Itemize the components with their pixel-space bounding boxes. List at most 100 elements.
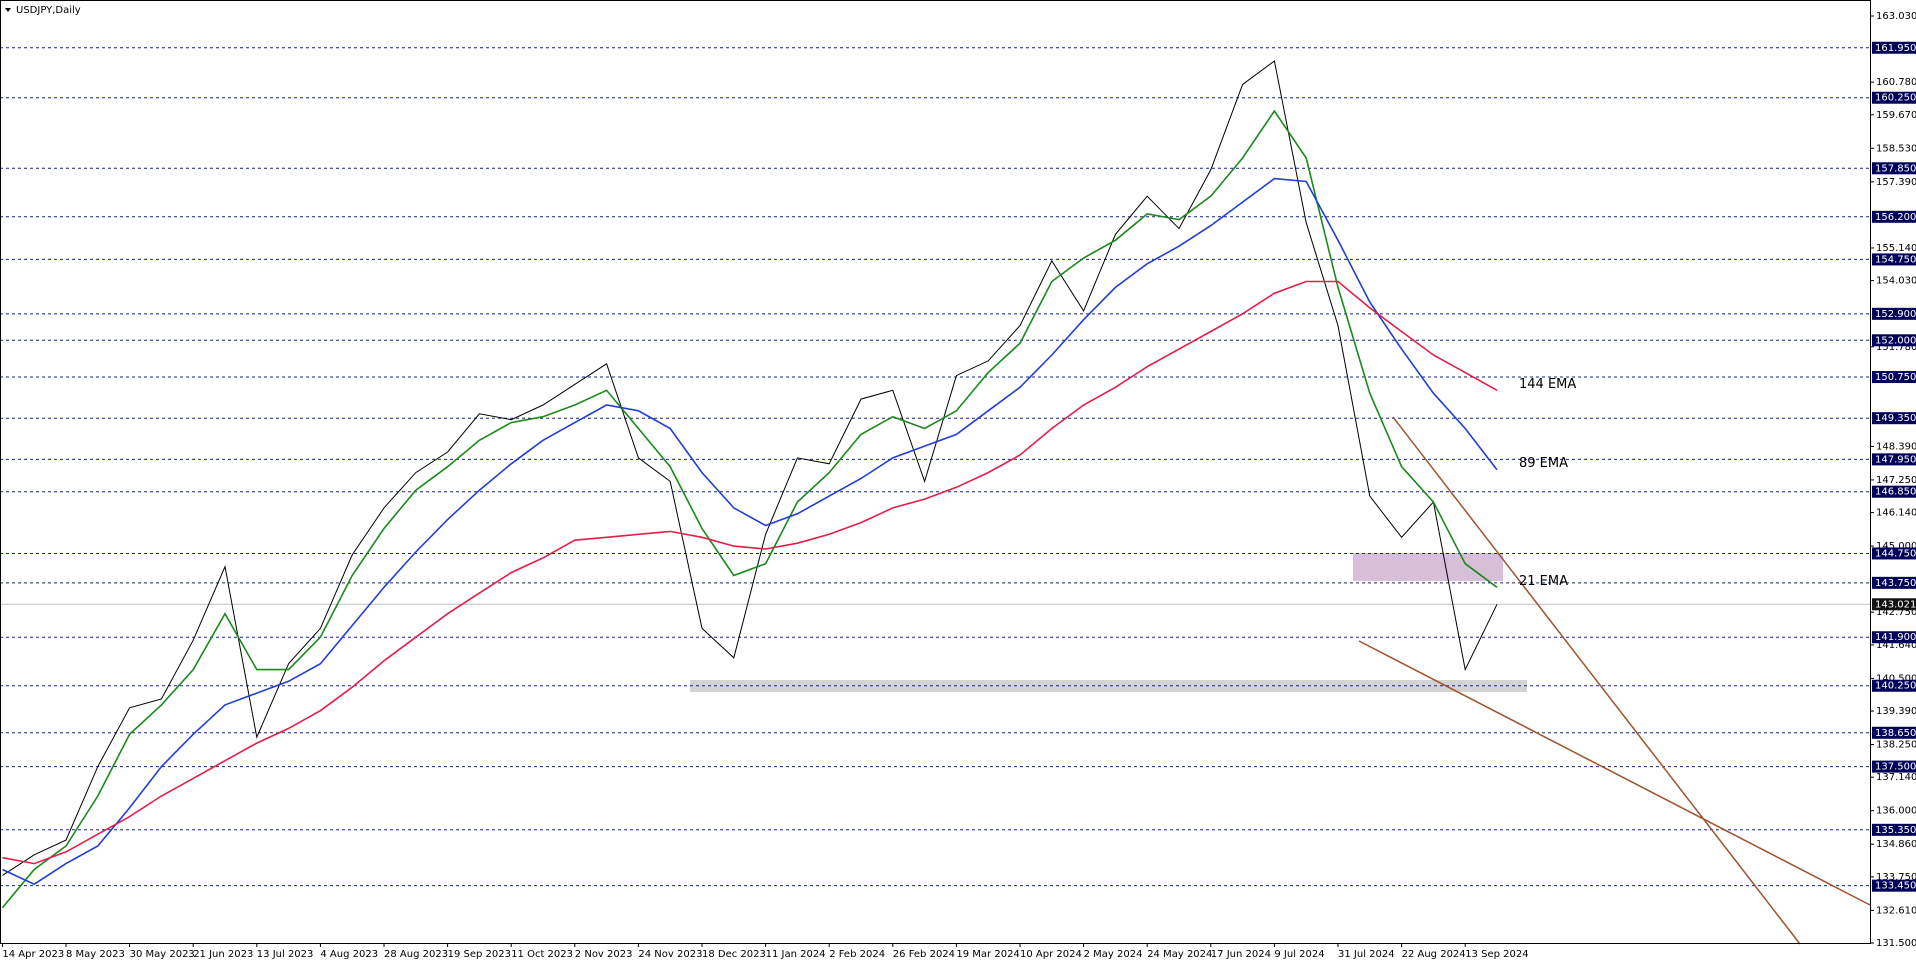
x-tick-label: 9 Jul 2024 bbox=[1274, 949, 1324, 960]
y-tick-label: 131.500 bbox=[1876, 938, 1916, 949]
y-tick-label: 142.750 bbox=[1876, 607, 1916, 618]
level-label-box bbox=[1872, 412, 1916, 425]
level-label: 154.750 bbox=[1875, 254, 1916, 265]
y-tick-label: 154.030 bbox=[1876, 276, 1916, 287]
y-tick-label: 134.860 bbox=[1876, 839, 1916, 850]
trendline-lower bbox=[1358, 640, 1871, 906]
level-label: 133.450 bbox=[1875, 881, 1916, 892]
level-label-box bbox=[1872, 162, 1916, 175]
y-tick-label: 163.030 bbox=[1876, 11, 1916, 22]
last-price-label: 143.021 bbox=[1875, 599, 1916, 610]
y-tick-label: 157.390 bbox=[1876, 177, 1916, 188]
level-label: 146.850 bbox=[1875, 487, 1916, 498]
y-tick-label: 151.780 bbox=[1876, 342, 1916, 353]
y-tick-label: 137.140 bbox=[1876, 772, 1916, 783]
level-label: 147.950 bbox=[1875, 454, 1916, 465]
level-label: 141.900 bbox=[1875, 632, 1916, 643]
x-tick-label: 28 Aug 2023 bbox=[384, 949, 448, 960]
level-label-box bbox=[1872, 485, 1916, 498]
x-tick-label: 24 May 2024 bbox=[1147, 949, 1212, 960]
y-tick-label: 147.250 bbox=[1876, 475, 1916, 486]
ema-label: 144 EMA bbox=[1519, 377, 1576, 392]
y-tick-label: 160.780 bbox=[1876, 77, 1916, 88]
x-tick-label: 11 Jan 2024 bbox=[766, 949, 826, 960]
y-tick-label: 140.500 bbox=[1876, 673, 1916, 684]
level-label-box bbox=[1872, 371, 1916, 384]
y-tick-label: 145.000 bbox=[1876, 541, 1916, 552]
x-tick-label: 17 Jun 2024 bbox=[1211, 949, 1271, 960]
x-tick-label: 19 Mar 2024 bbox=[956, 949, 1019, 960]
ema-line bbox=[2, 177, 1498, 886]
x-tick-label: 30 May 2023 bbox=[130, 949, 195, 960]
last-price-box bbox=[1872, 598, 1916, 611]
x-tick-label: 31 Jul 2024 bbox=[1338, 949, 1395, 960]
level-label: 157.850 bbox=[1875, 163, 1916, 174]
y-tick-label: 132.610 bbox=[1876, 905, 1916, 916]
level-label: 143.750 bbox=[1875, 578, 1916, 589]
resistance-zone bbox=[1353, 553, 1503, 581]
level-label-box bbox=[1872, 334, 1916, 347]
x-tick-label: 8 May 2023 bbox=[66, 949, 125, 960]
level-label: 137.500 bbox=[1875, 762, 1916, 773]
x-tick-label: 22 Aug 2024 bbox=[1402, 949, 1466, 960]
level-label: 161.950 bbox=[1875, 43, 1916, 54]
level-label-box bbox=[1872, 91, 1916, 104]
x-tick-label: 19 Sep 2023 bbox=[448, 949, 511, 960]
level-label: 160.250 bbox=[1875, 93, 1916, 104]
menu-triangle[interactable] bbox=[5, 8, 11, 12]
x-tick-label: 2 Feb 2024 bbox=[829, 949, 885, 960]
level-label-box bbox=[1872, 307, 1916, 320]
y-tick-label: 155.140 bbox=[1876, 243, 1916, 254]
y-tick-label: 141.640 bbox=[1876, 640, 1916, 651]
plot-border bbox=[0, 0, 1871, 944]
y-tick-label: 138.250 bbox=[1876, 740, 1916, 751]
level-label-box bbox=[1872, 41, 1916, 54]
x-tick-label: 21 Jun 2023 bbox=[193, 949, 253, 960]
y-tick-label: 159.670 bbox=[1876, 110, 1916, 121]
level-label: 144.750 bbox=[1875, 548, 1916, 559]
x-tick-label: 4 Aug 2023 bbox=[320, 949, 378, 960]
trendline-upper bbox=[1392, 416, 1801, 945]
y-tick-label: 158.530 bbox=[1876, 143, 1916, 154]
level-label: 156.200 bbox=[1875, 212, 1916, 223]
x-tick-label: 10 Apr 2024 bbox=[1020, 949, 1082, 960]
y-tick-label: 136.000 bbox=[1876, 806, 1916, 817]
price-line bbox=[2, 60, 1498, 876]
y-tick-label: 133.750 bbox=[1876, 872, 1916, 883]
level-label-box bbox=[1872, 576, 1916, 589]
level-label: 135.350 bbox=[1875, 825, 1916, 836]
x-tick-label: 26 Feb 2024 bbox=[893, 949, 955, 960]
ema-label: 89 EMA bbox=[1519, 456, 1568, 471]
x-tick-label: 14 Apr 2023 bbox=[2, 949, 64, 960]
level-label-box bbox=[1872, 547, 1916, 560]
level-label: 149.350 bbox=[1875, 413, 1916, 424]
level-label: 152.900 bbox=[1875, 309, 1916, 320]
x-tick-label: 2 Nov 2023 bbox=[575, 949, 633, 960]
level-label-box bbox=[1872, 679, 1916, 692]
level-label: 138.650 bbox=[1875, 728, 1916, 739]
level-label-box bbox=[1872, 879, 1916, 892]
ema-line bbox=[1, 109, 1498, 909]
ema-line bbox=[2, 280, 1498, 865]
level-label: 150.750 bbox=[1875, 372, 1916, 383]
level-label-box bbox=[1872, 823, 1916, 836]
plot bbox=[0, 47, 1870, 887]
y-tick-label: 146.140 bbox=[1876, 508, 1916, 519]
ema-label: 21 EMA bbox=[1519, 574, 1568, 589]
x-tick-label: 13 Sep 2024 bbox=[1465, 949, 1528, 960]
support-zone bbox=[690, 680, 1527, 692]
chart-title: USDJPY,Daily bbox=[16, 5, 81, 16]
level-label-box bbox=[1872, 726, 1916, 739]
level-label-box bbox=[1872, 631, 1916, 644]
level-label-box bbox=[1872, 453, 1916, 466]
level-label-box bbox=[1872, 210, 1916, 223]
level-label: 152.000 bbox=[1875, 335, 1916, 346]
x-tick-label: 18 Dec 2023 bbox=[702, 949, 766, 960]
level-label-box bbox=[1872, 760, 1916, 773]
y-tick-label: 148.390 bbox=[1876, 441, 1916, 452]
level-label-box bbox=[1872, 253, 1916, 266]
x-tick-label: 13 Jul 2023 bbox=[257, 949, 314, 960]
x-tick-label: 11 Oct 2023 bbox=[511, 949, 573, 960]
